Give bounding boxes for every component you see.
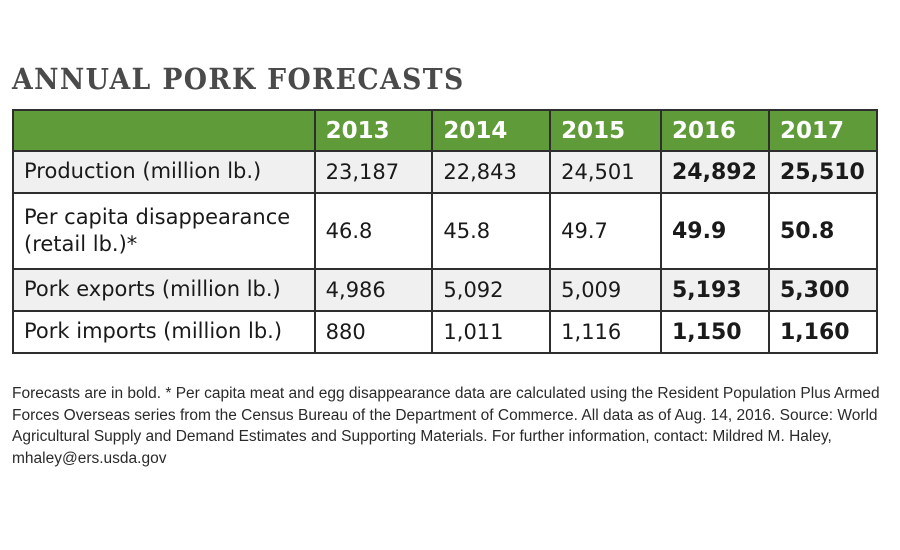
header-row: 2013 2014 2015 2016 2017 [12,109,879,152]
table-cell: 5,092 [431,268,552,312]
table-row-production: Production (million lb.) 23,187 22,843 2… [12,150,879,194]
table-cell: 1,011 [431,310,552,354]
forecast-cell: 1,160 [767,310,879,354]
table-cell: 5,009 [549,268,662,312]
header-corner-cell [12,109,316,152]
forecast-cell: 24,892 [659,150,770,194]
table-cell: 23,187 [313,150,434,194]
row-label: Production (million lb.) [12,150,316,194]
row-label: Pork imports (million lb.) [12,310,316,354]
forecast-cell: 49.9 [659,192,770,270]
year-header-2016: 2016 [659,109,770,152]
forecast-cell: 50.8 [767,192,879,270]
table-cell: 1,116 [549,310,662,354]
row-label: Pork exports (million lb.) [12,268,316,312]
table-cell: 46.8 [313,192,434,270]
table-cell: 49.7 [549,192,662,270]
forecast-table: 2013 2014 2015 2016 2017 Production (mil… [12,109,879,354]
forecast-cell: 5,193 [659,268,770,312]
table-cell: 22,843 [431,150,552,194]
forecast-cell: 25,510 [767,150,879,194]
forecast-cell: 1,150 [659,310,770,354]
year-header-2014: 2014 [431,109,552,152]
table-row-exports: Pork exports (million lb.) 4,986 5,092 5… [12,268,879,312]
table-cell: 24,501 [549,150,662,194]
year-header-2013: 2013 [313,109,434,152]
page-title: Annual Pork Forecasts [12,62,465,96]
table-cell: 45.8 [431,192,552,270]
table-cell: 4,986 [313,268,434,312]
forecast-cell: 5,300 [767,268,879,312]
table-cell: 880 [313,310,434,354]
year-header-2015: 2015 [549,109,662,152]
row-label-line1: Per capita disappearance [24,204,291,229]
row-label: Per capita disappearance (retail lb.)* [12,192,316,270]
footnote: Forecasts are in bold. * Per capita meat… [12,385,880,468]
table-row-per-capita: Per capita disappearance (retail lb.)* 46… [12,192,879,270]
year-header-2017: 2017 [767,109,879,152]
table-row-imports: Pork imports (million lb.) 880 1,011 1,1… [12,310,879,354]
row-label-line2: (retail lb.)* [24,232,138,256]
